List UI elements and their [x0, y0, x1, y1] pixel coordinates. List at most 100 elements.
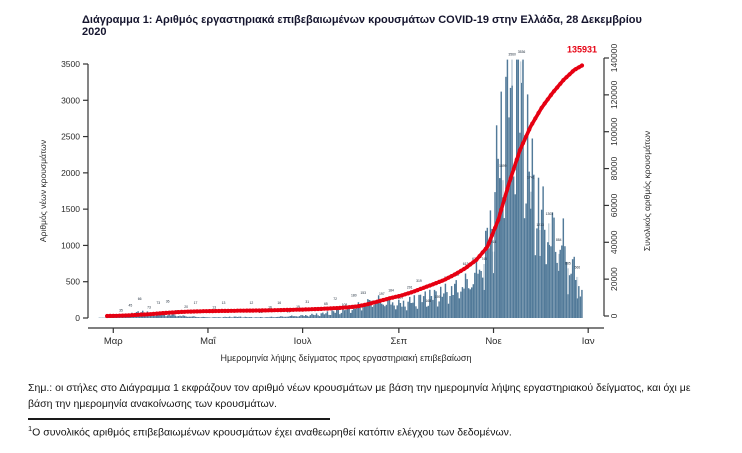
- bar-day: [322, 312, 324, 318]
- bar-day: [556, 262, 558, 318]
- bar-day: [463, 288, 465, 318]
- cumulative-point: [260, 308, 265, 313]
- bar-day: [235, 316, 237, 318]
- bar-day: [334, 312, 336, 318]
- bar-day: [368, 300, 371, 318]
- bar-day: [440, 286, 442, 318]
- bar-day: [545, 264, 547, 318]
- cumulative-point: [222, 308, 228, 313]
- bar-day: [205, 317, 208, 318]
- bar-day: [193, 316, 195, 318]
- cumulative-point: [182, 309, 187, 314]
- cumulative-point: [486, 241, 491, 246]
- bar-day: [278, 316, 281, 318]
- cumulative-point: [148, 312, 153, 317]
- cumulative-point: [303, 307, 308, 312]
- bar-day: [199, 317, 201, 318]
- bar-day: [171, 314, 173, 318]
- cumulative-point: [452, 272, 457, 277]
- left-tick-label: 3000: [61, 95, 80, 105]
- bar-day: [579, 296, 582, 318]
- bar-day: [382, 304, 385, 318]
- bar-value-label: 159: [435, 295, 441, 299]
- bar-day: [516, 59, 518, 318]
- bar-day: [499, 178, 501, 318]
- bar-day: [540, 209, 543, 318]
- bar-day: [393, 305, 395, 318]
- left-tick-label: 3500: [61, 59, 80, 69]
- cumulative-point: [185, 309, 190, 314]
- bar-day: [207, 317, 209, 318]
- bar-day: [520, 61, 523, 319]
- bar-day: [551, 212, 554, 318]
- bar-value-label: 36: [166, 299, 170, 303]
- bar-day: [475, 259, 478, 318]
- bar-day: [407, 301, 409, 318]
- cumulative-point: [241, 308, 246, 313]
- cumulative-point: [514, 157, 519, 162]
- bar-day: [258, 317, 260, 318]
- cumulative-point: [207, 309, 212, 314]
- cumulative-point: [272, 308, 277, 313]
- bar-day: [457, 292, 459, 318]
- bar-day: [559, 249, 561, 318]
- bar-day: [332, 311, 335, 318]
- cumulative-point: [328, 306, 333, 311]
- bar-day: [298, 316, 301, 318]
- bar-value-label: 319: [416, 279, 422, 283]
- cumulative-point: [449, 274, 454, 279]
- bar-day: [575, 280, 577, 318]
- cumulative-point: [163, 310, 169, 315]
- cumulative-point: [548, 93, 554, 98]
- bar-value-label: 108: [342, 303, 348, 307]
- bar-day: [381, 303, 383, 318]
- left-tick-label: 1000: [61, 240, 80, 250]
- bar-day: [398, 299, 400, 318]
- bar-day: [177, 316, 180, 318]
- bar-day: [485, 230, 487, 318]
- cumulative-point: [257, 308, 262, 313]
- cumulative-point: [496, 218, 501, 223]
- cumulative-point: [306, 307, 311, 312]
- bar-value-label: 168: [425, 299, 431, 303]
- bar-day: [460, 291, 462, 318]
- x-tick-label: Μαρ: [104, 336, 123, 347]
- bar-day: [558, 253, 560, 318]
- cumulative-point: [551, 89, 557, 94]
- right-tick-label: 140000: [609, 44, 619, 73]
- bar-day: [537, 177, 540, 318]
- left-tick-label: 1500: [61, 204, 80, 214]
- cumulative-point: [278, 308, 283, 313]
- bar-day: [166, 315, 169, 318]
- bar-day: [474, 272, 476, 318]
- bar-day: [173, 314, 175, 318]
- bar-day: [340, 312, 343, 318]
- bar-day: [578, 286, 580, 318]
- bar-day: [284, 316, 287, 318]
- bar-value-label: 16: [277, 301, 281, 305]
- bar-day: [187, 316, 189, 318]
- bar-day: [480, 271, 482, 318]
- bar-day: [215, 317, 217, 318]
- bar-day: [345, 310, 347, 318]
- bar-day: [396, 305, 398, 318]
- bar-day: [486, 227, 489, 318]
- cumulative-point: [151, 311, 156, 316]
- bar-day: [488, 248, 490, 318]
- bar-day: [230, 317, 232, 318]
- bar-day: [156, 315, 158, 318]
- bar-day: [458, 298, 461, 318]
- bar-day: [260, 317, 262, 318]
- bar-day: [291, 315, 293, 318]
- right-tick-label: 0: [609, 313, 619, 318]
- bar-day: [202, 316, 204, 318]
- cumulative-point: [530, 121, 535, 126]
- bar-day: [573, 256, 575, 318]
- bar-value-label: 685: [565, 261, 571, 265]
- cumulative-point: [170, 310, 175, 315]
- bar-day: [183, 315, 186, 318]
- cumulative-point: [312, 307, 318, 312]
- cumulative-point: [288, 307, 293, 312]
- bar-value-label: 1899: [499, 164, 507, 168]
- cumulative-point: [235, 308, 240, 313]
